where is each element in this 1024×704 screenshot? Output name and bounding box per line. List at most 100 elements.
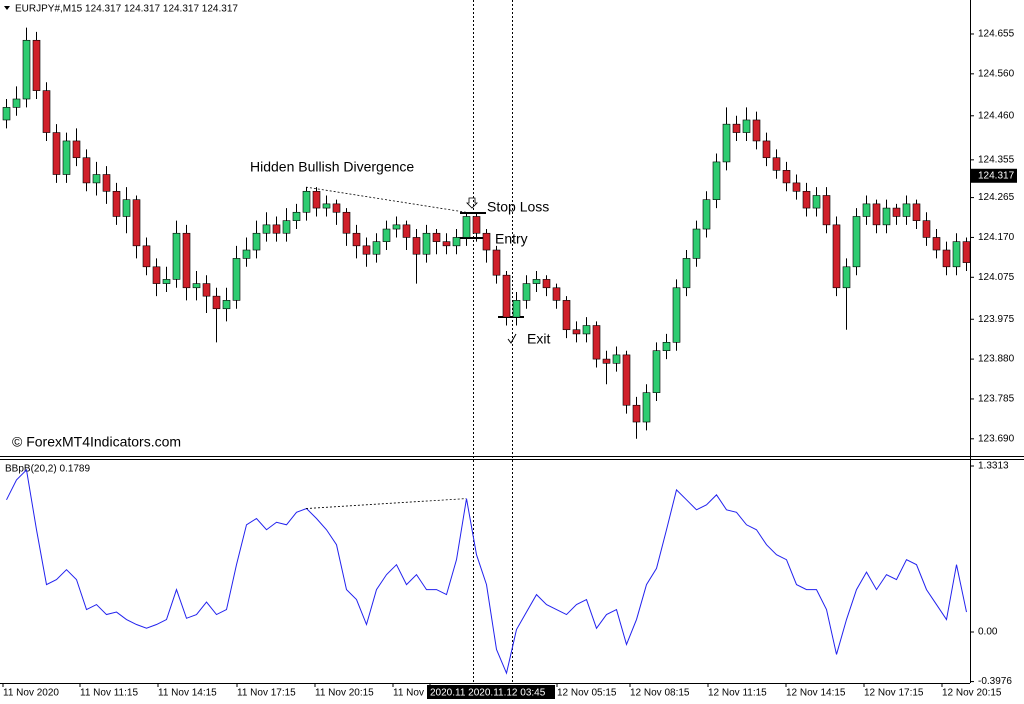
candle-body <box>362 245 371 255</box>
candle-body <box>342 211 351 234</box>
candle-body <box>32 39 41 91</box>
candle-body <box>882 207 891 226</box>
indicator-header: BBpB(20,2) 0.1789 <box>5 464 90 475</box>
candle-body <box>692 228 701 259</box>
candle-body <box>612 354 621 364</box>
candle-body <box>132 199 141 247</box>
candle-body <box>172 232 181 280</box>
candle-body <box>402 224 411 238</box>
candle-body <box>412 237 421 255</box>
divergence-line <box>305 186 467 213</box>
candle-body <box>272 224 281 234</box>
candle-body <box>712 161 721 200</box>
stop-loss-label: Stop Loss <box>487 199 549 215</box>
stop-loss-arrow <box>466 197 478 209</box>
candle-body <box>582 325 591 335</box>
x-tick-label: 12 Nov 08:15 <box>630 688 690 699</box>
x-tick-label: 12 Nov 14:15 <box>786 688 846 699</box>
candle-body <box>802 190 811 209</box>
x-tick-label: 11 Nov <box>393 688 424 699</box>
x-tick-label: 12 Nov 17:15 <box>864 688 924 699</box>
y-tick-label: 123.690 <box>978 433 1015 444</box>
x-tick-label: 12 Nov 20:15 <box>942 688 1002 699</box>
candle-body <box>62 140 71 175</box>
divergence-label: Hidden Bullish Divergence <box>250 159 414 175</box>
candle-body <box>482 232 491 251</box>
candle-body <box>282 220 291 234</box>
watermark: © ForexMT4Indicators.com <box>12 434 181 450</box>
candle-body <box>432 232 441 242</box>
candle-body <box>112 190 121 217</box>
candle-body <box>382 228 391 242</box>
candle-body <box>722 123 731 163</box>
candle-body <box>872 203 881 226</box>
candle-body <box>492 249 501 276</box>
candle-body <box>72 140 81 159</box>
candle-body <box>422 232 431 255</box>
candle-body <box>832 224 841 289</box>
candle-body <box>452 237 461 247</box>
candle-body <box>912 203 921 221</box>
candle-body <box>962 241 971 263</box>
candle-body <box>252 232 261 251</box>
y-tick-label: 123.880 <box>978 354 1015 365</box>
candle-body <box>842 266 851 289</box>
candle-body <box>922 220 931 238</box>
candle-body <box>512 300 521 318</box>
candle-body <box>22 39 31 100</box>
candle-body <box>762 140 771 159</box>
candle-body <box>622 354 631 406</box>
candle-body <box>772 157 781 171</box>
candle-body <box>442 241 451 247</box>
candle-body <box>632 404 641 423</box>
candle-body <box>742 119 751 133</box>
candle-body <box>862 203 871 217</box>
candle-body <box>122 199 131 217</box>
candle-body <box>642 392 651 423</box>
exit-check <box>507 333 517 344</box>
x-tick-label: 12 Nov 05:15 <box>557 688 617 699</box>
candle-body <box>552 287 561 301</box>
candle-body <box>12 98 21 108</box>
candle-body <box>902 203 911 217</box>
candle-body <box>212 295 221 310</box>
candle-body <box>332 203 341 213</box>
y-tick-label: 0.00 <box>978 627 998 638</box>
candle-body <box>192 283 201 289</box>
candle-body <box>812 195 821 209</box>
candle-body <box>542 279 551 289</box>
y-tick-label: 124.355 <box>978 154 1015 165</box>
x-tick-label: 2020.11 2020.11.12 03:45 <box>430 688 546 699</box>
candle-body <box>682 258 691 289</box>
candle-body <box>822 195 831 226</box>
candle-body <box>222 300 231 310</box>
candle-body <box>892 207 901 217</box>
candle-body <box>932 237 941 251</box>
candle-body <box>562 300 571 331</box>
candle-body <box>852 216 861 268</box>
candle-body <box>662 342 671 352</box>
candle-body <box>592 325 601 360</box>
divergence-line <box>305 498 467 509</box>
candle-body <box>242 249 251 259</box>
current-price-box <box>971 168 1017 183</box>
symbol-arrow <box>4 6 10 10</box>
y-tick-label: 124.170 <box>978 232 1015 243</box>
candle-body <box>952 241 961 268</box>
candle-body <box>462 216 471 238</box>
entry-label: Entry <box>495 231 528 247</box>
x-label-highlight <box>427 685 555 699</box>
candle-body <box>352 232 361 247</box>
candle-body <box>572 329 581 335</box>
y-tick-label: -0.3976 <box>978 676 1012 687</box>
candle-body <box>42 90 51 133</box>
candle-body <box>472 216 481 234</box>
candle-body <box>142 245 151 268</box>
candle-body <box>322 203 331 209</box>
candle-body <box>392 224 401 230</box>
candle-body <box>182 232 191 289</box>
chart-header: EURJPY#,M15 124.317 124.317 124.317 124.… <box>15 4 238 15</box>
candle-body <box>602 358 611 364</box>
y-tick-label: 123.785 <box>978 394 1015 405</box>
